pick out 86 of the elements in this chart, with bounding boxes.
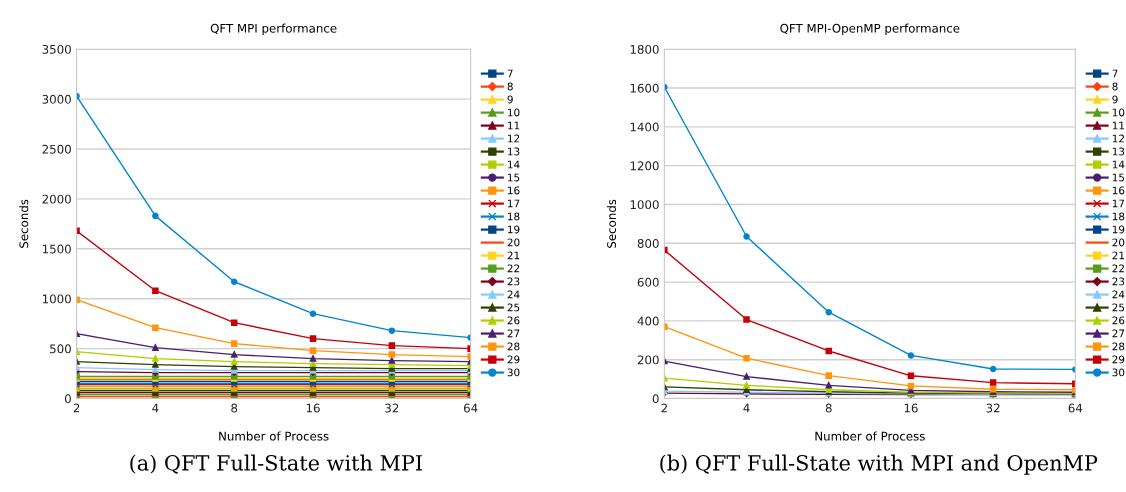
legend-label: 9	[507, 95, 513, 104]
legend-label: 23	[507, 277, 520, 286]
chart-title: QFT MPI performance	[210, 23, 337, 35]
y-tick-label: 1400	[630, 122, 659, 132]
legend-label: 14	[1112, 160, 1125, 169]
x-tick-label: 64	[463, 403, 478, 413]
x-tick-label: 32	[385, 403, 399, 413]
legend-label: 30	[507, 368, 520, 377]
legend-label: 12	[1112, 134, 1124, 143]
y-tick-label: 1600	[630, 83, 659, 93]
legend-label: 19	[508, 225, 520, 234]
text: (a) QFT Full-State with MPI	[130, 454, 422, 474]
y-tick-label: 400	[637, 316, 659, 326]
legend-label: 25	[1112, 303, 1125, 312]
legend-label: 28	[507, 342, 520, 351]
y-tick-label: 1500	[42, 244, 71, 254]
legend-label: 15	[1112, 173, 1125, 182]
legend-label: 22	[1112, 264, 1124, 273]
legend-label: 16	[508, 186, 520, 195]
legend-label: 8	[1112, 82, 1118, 91]
legend-label: 7	[507, 69, 513, 78]
x-axis-title: Number of Process	[815, 431, 925, 441]
legend-label: 27	[1112, 329, 1125, 338]
legend-label: 27	[507, 329, 520, 338]
legend-label: 18	[508, 212, 520, 221]
legend-label: 22	[507, 264, 520, 273]
y-tick-label: 1000	[42, 294, 71, 304]
legend-label: 15	[508, 173, 520, 182]
y-tick-label: 800	[637, 238, 659, 248]
legend-label: 11	[508, 121, 520, 130]
x-tick-label: 32	[986, 403, 1000, 413]
y-tick-label: 1000	[630, 200, 659, 210]
legend-label: 25	[507, 303, 520, 312]
legend-label: 13	[1112, 147, 1125, 156]
text: (b) QFT Full-State with MPI and OpenMP	[660, 454, 1098, 475]
y-tick-label: 2500	[42, 144, 71, 154]
legend-label: 7	[1112, 69, 1118, 78]
x-tick-label: 16	[306, 403, 320, 413]
legend-label: 18	[1112, 212, 1125, 221]
x-tick-label: 4	[152, 403, 159, 413]
legend-label: 17	[1112, 199, 1125, 208]
legend-label: 20	[507, 238, 520, 247]
chart-title: QFT MPI-OpenMP performance	[780, 23, 960, 35]
legend-label: 23	[1112, 277, 1125, 286]
y-axis-title: Seconds	[19, 199, 29, 248]
y-tick-label: 3500	[42, 44, 71, 54]
x-tick-label: 64	[1068, 403, 1083, 413]
legend-label: 21	[1112, 251, 1125, 260]
y-tick-label: 0	[652, 394, 659, 404]
legend-label: 12	[508, 134, 520, 143]
legend-label: 10	[1112, 108, 1125, 117]
legend-label: 19	[1112, 225, 1125, 234]
legend-label: 28	[1112, 342, 1125, 351]
legend-label: 11	[1112, 121, 1125, 130]
legend-label: 26	[1112, 316, 1125, 325]
legend-label: 20	[1112, 238, 1125, 247]
y-axis-title: Seconds	[606, 199, 617, 248]
x-tick-label: 8	[231, 403, 238, 413]
legend-label: 13	[508, 147, 520, 156]
legend-label: 17	[508, 199, 520, 208]
legend-label: 14	[508, 160, 520, 169]
y-tick-label: 200	[637, 355, 659, 365]
legend-label: 29	[1112, 355, 1125, 364]
x-axis-title: Number of Process	[219, 431, 329, 441]
y-tick-label: 0	[64, 394, 71, 404]
y-tick-label: 2000	[42, 194, 71, 204]
x-tick-label: 8	[825, 403, 832, 413]
legend-label: 26	[507, 316, 520, 325]
y-tick-label: 3000	[42, 94, 71, 104]
y-tick-label: 1200	[630, 161, 659, 171]
legend-label: 21	[507, 251, 520, 260]
legend-label: 24	[1112, 290, 1125, 299]
legend-label: 9	[1112, 95, 1118, 104]
legend-label: 30	[1112, 368, 1125, 377]
legend-label: 24	[507, 290, 520, 299]
x-tick-label: 2	[73, 403, 80, 413]
y-tick-label: 1800	[630, 44, 659, 54]
x-tick-label: 2	[661, 403, 667, 413]
x-tick-label: 4	[743, 403, 750, 413]
legend-label: 29	[507, 355, 520, 364]
legend-label: 16	[1112, 186, 1125, 195]
y-tick-label: 600	[637, 277, 659, 287]
legend-label: 8	[507, 82, 513, 91]
legend-label: 10	[508, 108, 520, 117]
y-tick-label: 500	[50, 344, 71, 354]
x-tick-label: 16	[904, 403, 918, 413]
